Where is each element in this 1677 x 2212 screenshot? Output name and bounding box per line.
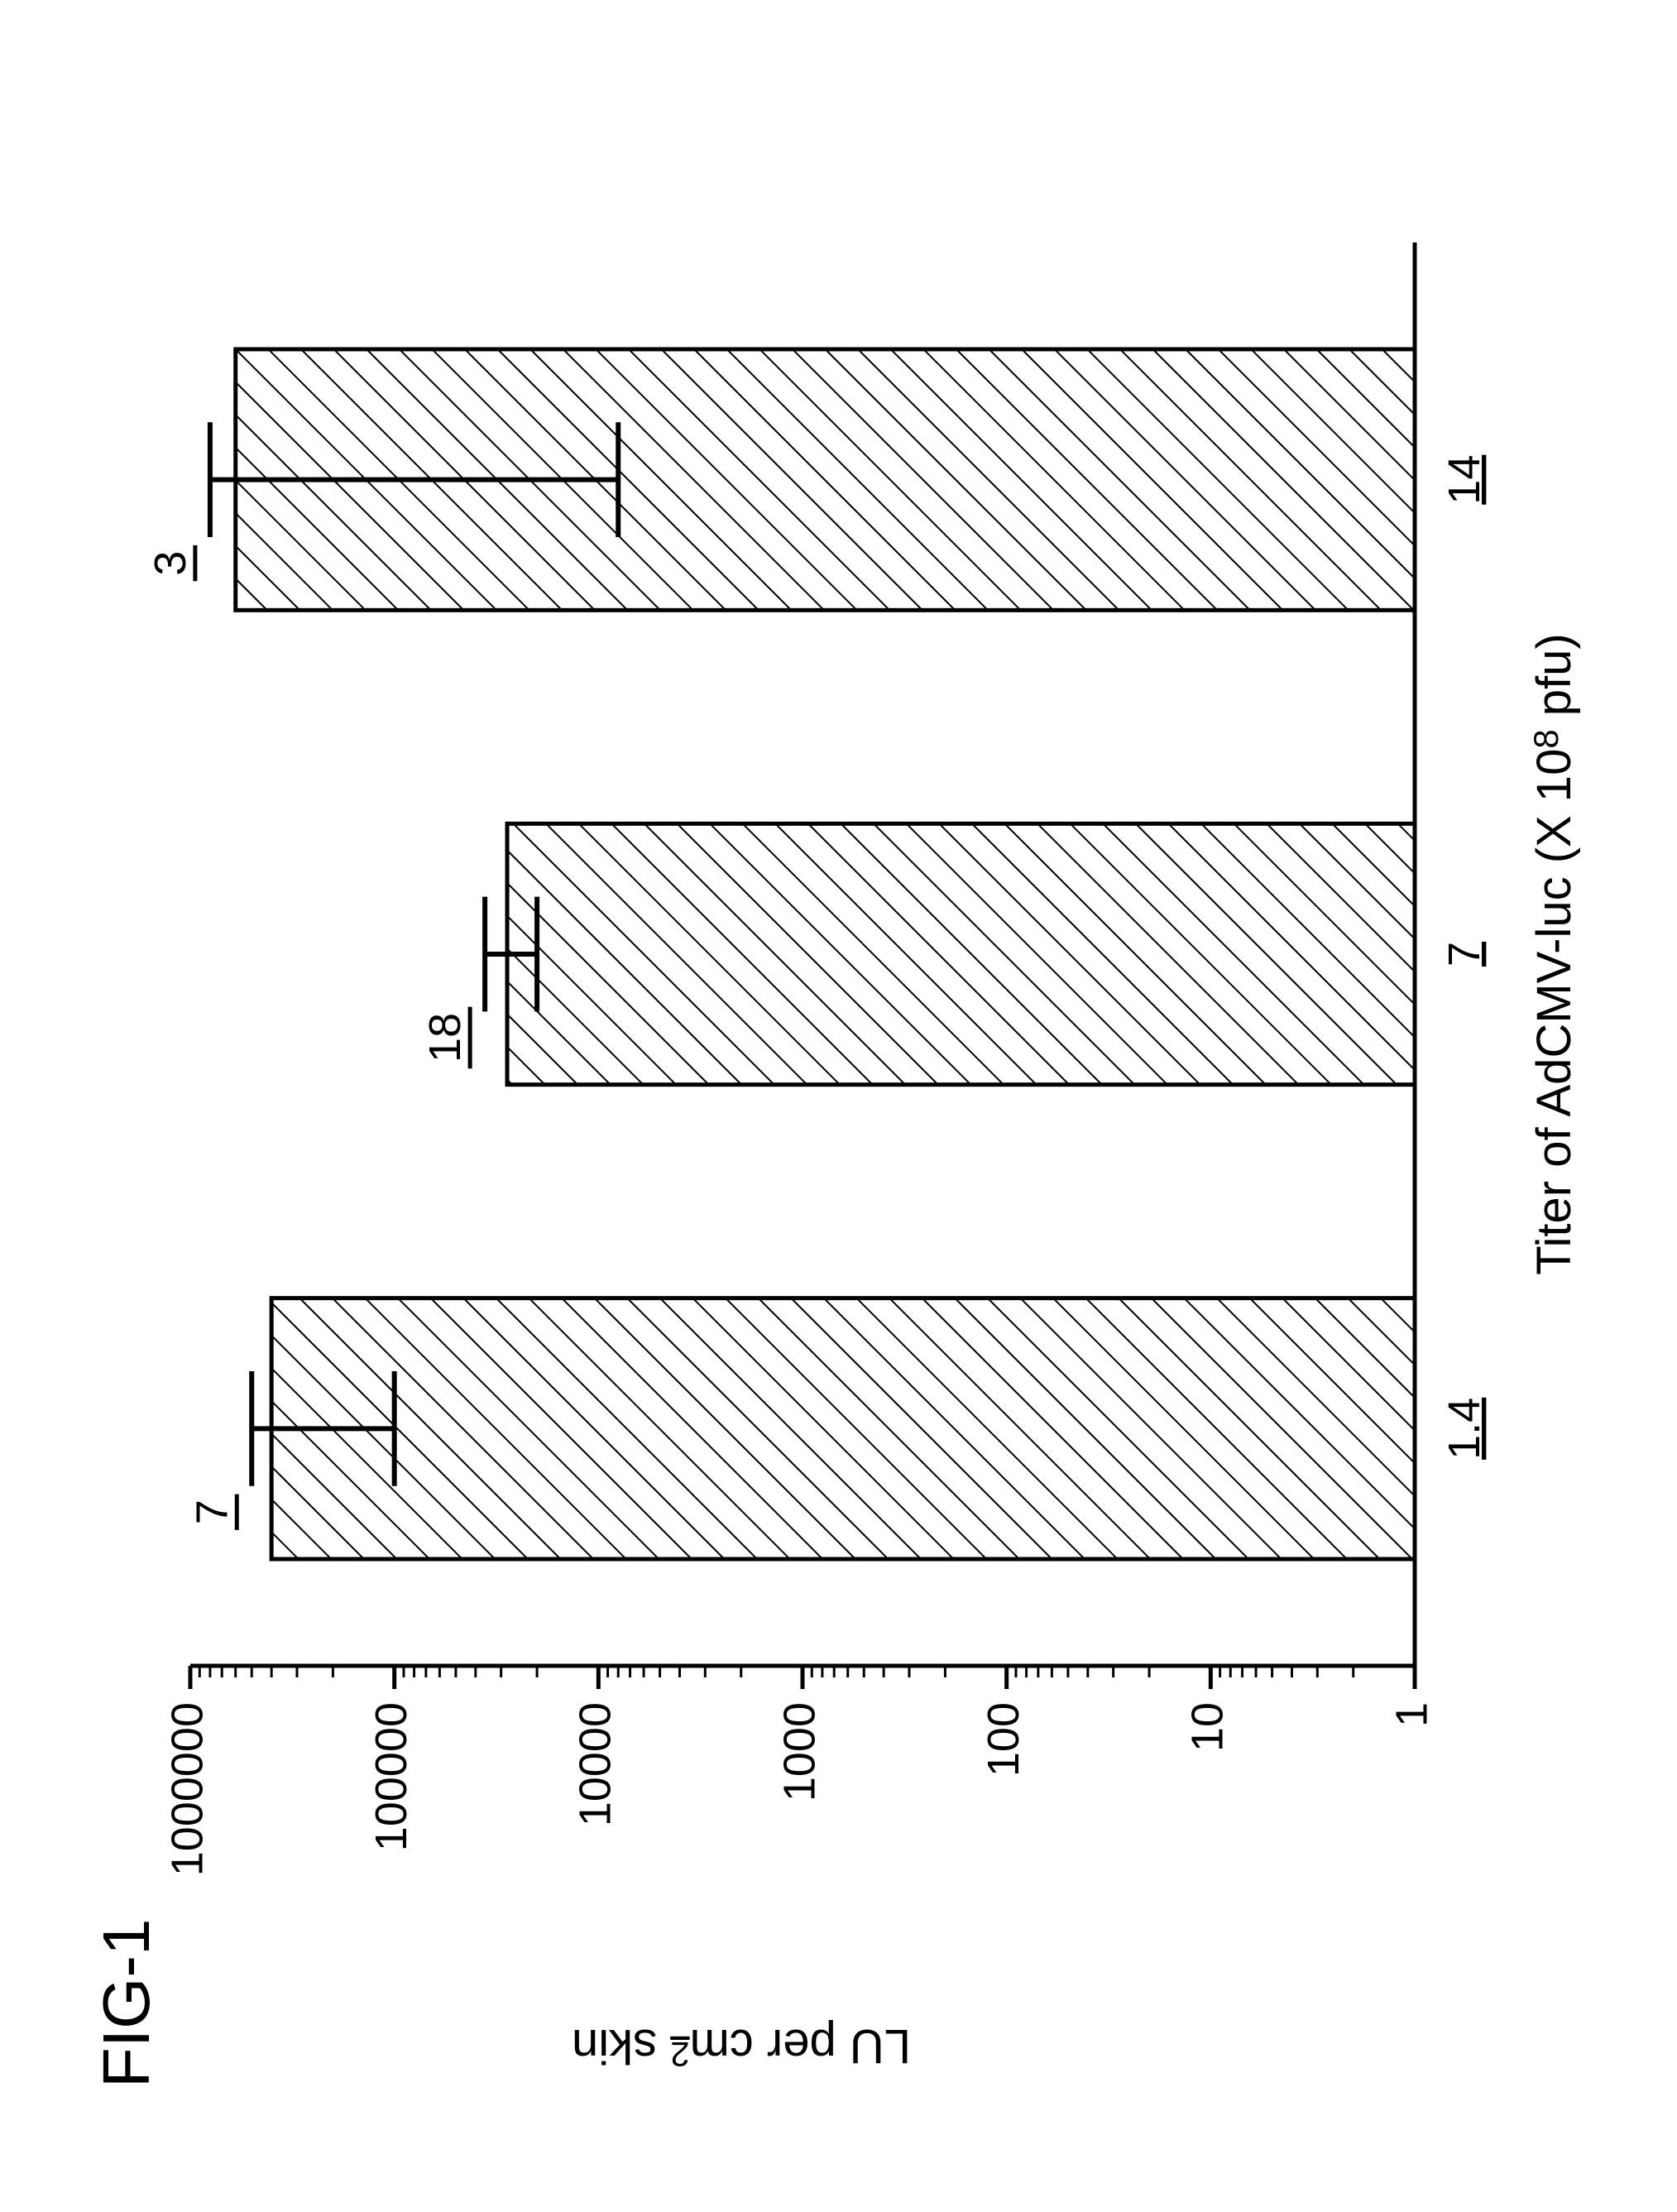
bar [507,823,1415,1084]
y-tick-label: 100000 [367,1702,416,1851]
y-axis-label: LU per cm2 skin [572,2019,911,2074]
y-tick-label: 10 [1183,1702,1233,1752]
bar [271,1298,1415,1559]
x-axis-label: Titer of AdCMV-luc (X 108 pfu) [1526,633,1581,1275]
y-tick-label: 1 [1387,1702,1436,1727]
bar-data-label: 18 [420,1013,470,1063]
x-tick-label: 7 [1440,942,1489,967]
y-tick-label: 1000000 [162,1702,212,1876]
y-tick-label: 1000 [774,1702,824,1802]
bar-data-label: 7 [187,1499,237,1524]
figure-svg: FIG-1 1 10 100 1000 10000 100000 1000000 LU per … [0,0,1677,2212]
y-tick-label: 10000 [571,1702,620,1826]
x-tick-label: 14 [1440,455,1489,505]
bar-data-label: 3 [146,551,195,576]
y-tick-label: 100 [979,1702,1028,1777]
figure-title: FIG-1 [89,1919,163,2088]
x-tick-label: 1.4 [1440,1398,1489,1460]
svg-text:LU per cm2 skin: LU per cm2 skin [572,2019,911,2074]
